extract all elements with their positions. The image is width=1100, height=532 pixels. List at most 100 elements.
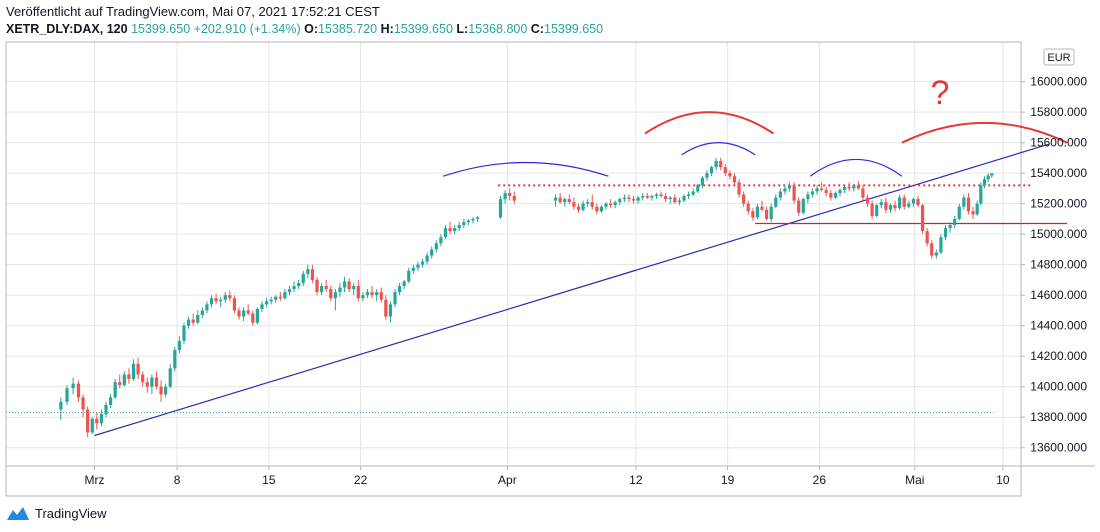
candle-body [861, 188, 865, 198]
candle-body [673, 197, 677, 203]
candle-body [714, 160, 718, 168]
candle-body [320, 286, 324, 293]
candle-body [801, 199, 805, 213]
candle-body [622, 197, 626, 200]
future-arc-large[interactable] [901, 121, 1068, 144]
candle-body [430, 249, 434, 256]
candle-body [650, 196, 654, 198]
candle-body [65, 388, 69, 402]
candle-body [659, 194, 663, 197]
tradingview-logo-icon[interactable] [6, 505, 30, 521]
candle-body [990, 173, 994, 176]
candle-body [232, 298, 237, 311]
head-arc-large[interactable] [644, 111, 775, 135]
candle-body [255, 308, 259, 323]
candles [59, 157, 994, 438]
candle-body [356, 286, 360, 299]
price-change: +202.910 (+1.34%) [193, 22, 301, 36]
candle-body [682, 196, 686, 201]
x-tick-label: 15 [262, 473, 276, 487]
candle-body [200, 310, 204, 316]
candle-body [118, 382, 122, 386]
candle-body [645, 196, 649, 198]
trendline[interactable] [94, 143, 1049, 437]
candle-body [186, 319, 191, 326]
candle-body [145, 382, 149, 387]
candle-body [397, 286, 402, 293]
candle-body [471, 218, 475, 221]
left-shoulder-arc[interactable] [442, 161, 609, 177]
candle-body [246, 310, 250, 314]
candle-body [806, 194, 810, 200]
candle-body [627, 197, 631, 200]
y-tick-label: 14000.000 [1030, 380, 1087, 394]
candle-body [732, 176, 737, 183]
candle-body [407, 270, 411, 282]
candle-body [618, 199, 622, 203]
candle-body [852, 185, 856, 189]
candle-body [168, 368, 172, 387]
candle-body [310, 269, 315, 280]
candle-body [131, 363, 136, 380]
candle-body [870, 203, 874, 216]
candle-body [306, 269, 310, 274]
time-axis[interactable]: Mrz 8 15 22 Apr 12 19 26 Mai 10 [85, 466, 1010, 487]
footer-brand[interactable]: TradingView [35, 505, 107, 521]
candle-body [824, 189, 828, 193]
candle-body [838, 189, 842, 193]
question-mark-annotation: ? [931, 74, 950, 112]
candle-body [567, 199, 571, 203]
candle-body [260, 304, 264, 309]
candle-body [884, 202, 888, 210]
y-tick-label: 15000.000 [1030, 227, 1087, 241]
candle-body [829, 192, 833, 198]
y-tick-label: 14800.000 [1030, 258, 1087, 272]
candle-body [769, 206, 773, 219]
candle-body [347, 281, 351, 290]
candle-body [636, 197, 640, 201]
candle-body [209, 298, 214, 305]
candle-body [182, 325, 186, 341]
candle-body [150, 377, 154, 387]
currency-badge: EUR [1043, 48, 1075, 66]
candle-body [342, 281, 347, 288]
candle-body [393, 292, 397, 305]
candle-body [957, 206, 961, 219]
currency-label: EUR [1047, 52, 1070, 64]
footer: TradingView [6, 505, 107, 521]
candle-body [223, 295, 227, 300]
candle-body [975, 203, 979, 215]
candle-body [219, 299, 223, 302]
candle-body [214, 298, 218, 302]
candle-body [205, 304, 209, 311]
open-value: 15385.720 [318, 22, 378, 36]
candle-body [572, 202, 576, 207]
y-tick-label: 14200.000 [1030, 349, 1087, 363]
x-tick-label: 22 [354, 473, 368, 487]
candle-body [709, 167, 714, 174]
candle-body [911, 199, 915, 204]
candle-body [833, 192, 838, 198]
candle-body [315, 279, 319, 293]
candle-body [558, 197, 562, 203]
candle-body [287, 289, 292, 293]
candle-body [420, 261, 425, 265]
right-shoulder-arc[interactable] [809, 158, 903, 177]
candle-body [930, 243, 934, 256]
grid [6, 42, 1021, 466]
y-tick-label: 15800.000 [1030, 105, 1087, 119]
head-arc-small[interactable] [681, 142, 756, 156]
symbol-label[interactable]: XETR_DLY:DAX, 120 [6, 22, 128, 36]
candle-body [856, 185, 860, 189]
candle-body [264, 301, 269, 305]
open-label: O: [304, 22, 319, 36]
plot-frame [5, 41, 1022, 497]
candle-body [576, 206, 581, 210]
candle-body [865, 197, 870, 204]
candle-body [879, 202, 883, 206]
candle-body [59, 401, 63, 410]
candle-body [664, 196, 668, 200]
candle-body [939, 237, 943, 253]
price-axis[interactable]: 13600.000 13800.000 14000.000 14200.000 1440… [1021, 75, 1087, 455]
